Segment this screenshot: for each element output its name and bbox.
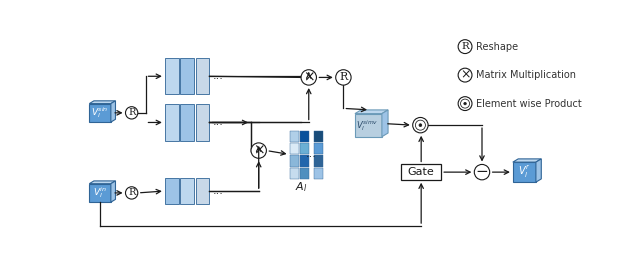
Circle shape bbox=[458, 97, 472, 111]
Bar bbox=[196, 104, 209, 141]
Text: Matrix Multiplication: Matrix Multiplication bbox=[476, 70, 576, 80]
Text: R: R bbox=[128, 108, 135, 117]
Text: ...: ... bbox=[212, 186, 223, 196]
Bar bbox=[314, 143, 323, 155]
Circle shape bbox=[413, 117, 428, 133]
Bar bbox=[314, 130, 323, 142]
Text: ...: ... bbox=[306, 149, 317, 159]
Polygon shape bbox=[111, 181, 115, 202]
Text: R: R bbox=[128, 188, 135, 197]
Bar bbox=[289, 155, 299, 167]
Polygon shape bbox=[513, 159, 541, 162]
Text: ...: ... bbox=[212, 117, 223, 127]
Text: $V_l^{in}$: $V_l^{in}$ bbox=[93, 185, 107, 200]
Bar bbox=[180, 58, 194, 94]
Text: Element wise Product: Element wise Product bbox=[476, 99, 582, 109]
Text: ×: × bbox=[460, 69, 470, 82]
Text: ×: × bbox=[253, 144, 264, 158]
Bar bbox=[196, 177, 209, 204]
Text: ...: ... bbox=[212, 71, 223, 81]
Bar bbox=[314, 168, 323, 179]
Bar bbox=[164, 104, 179, 141]
Circle shape bbox=[415, 120, 426, 130]
Bar bbox=[401, 164, 441, 180]
Bar bbox=[289, 143, 299, 155]
Polygon shape bbox=[536, 159, 541, 182]
Text: $V_l^{simv}$: $V_l^{simv}$ bbox=[356, 118, 378, 133]
Circle shape bbox=[251, 143, 266, 158]
Text: $V_l^{sin}$: $V_l^{sin}$ bbox=[92, 105, 109, 120]
Text: −: − bbox=[476, 165, 488, 179]
Circle shape bbox=[458, 68, 472, 82]
Circle shape bbox=[464, 102, 467, 105]
Polygon shape bbox=[513, 162, 536, 182]
Circle shape bbox=[301, 70, 316, 85]
Bar bbox=[314, 155, 323, 167]
Polygon shape bbox=[355, 114, 382, 137]
Text: $A_l$: $A_l$ bbox=[295, 180, 307, 194]
Polygon shape bbox=[355, 110, 388, 114]
Text: R: R bbox=[339, 72, 348, 82]
Bar bbox=[300, 130, 308, 142]
Circle shape bbox=[461, 99, 470, 108]
Bar bbox=[196, 58, 209, 94]
Circle shape bbox=[419, 124, 422, 127]
Circle shape bbox=[474, 164, 490, 180]
Bar bbox=[300, 168, 308, 179]
Circle shape bbox=[458, 40, 472, 54]
Circle shape bbox=[336, 70, 351, 85]
Text: Gate: Gate bbox=[408, 167, 435, 177]
Text: $V_l^{r}$: $V_l^{r}$ bbox=[518, 164, 531, 180]
Bar bbox=[300, 155, 308, 167]
Text: R: R bbox=[461, 42, 469, 51]
Polygon shape bbox=[111, 101, 115, 122]
Bar bbox=[164, 177, 179, 204]
Bar bbox=[300, 143, 308, 155]
Bar bbox=[180, 177, 194, 204]
Bar bbox=[164, 58, 179, 94]
Polygon shape bbox=[90, 181, 115, 184]
Polygon shape bbox=[90, 101, 115, 103]
Bar bbox=[180, 104, 194, 141]
Circle shape bbox=[125, 107, 138, 119]
Polygon shape bbox=[90, 184, 111, 202]
Bar bbox=[289, 130, 299, 142]
Text: Reshape: Reshape bbox=[476, 41, 518, 52]
Polygon shape bbox=[90, 103, 111, 122]
Text: ×: × bbox=[303, 70, 315, 84]
Bar bbox=[289, 168, 299, 179]
Polygon shape bbox=[382, 110, 388, 137]
Circle shape bbox=[125, 187, 138, 199]
